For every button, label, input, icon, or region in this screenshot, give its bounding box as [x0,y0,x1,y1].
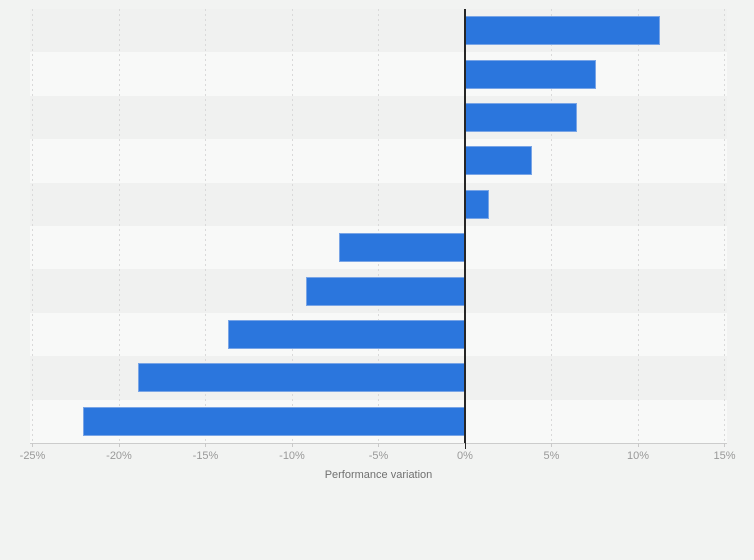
zero-axis-line [464,9,466,443]
axis-tick-mark [378,443,379,447]
axis-tick-mark [205,443,206,447]
bar[interactable] [305,276,465,306]
axis-tick-mark [464,443,466,449]
gridline [32,9,33,443]
x-tick-label: -25% [19,450,46,462]
bar[interactable] [465,103,578,132]
x-tick-label: 5% [543,450,560,462]
bar[interactable] [465,59,597,89]
x-axis-title: Performance variation [324,469,433,481]
bar[interactable] [338,233,465,263]
x-tick-label: 0% [457,450,473,462]
axis-tick-mark [32,443,33,447]
x-tick-label: 10% [626,450,650,462]
gridline [205,9,206,443]
bar[interactable] [465,146,533,176]
axis-tick-mark [291,443,293,447]
bar[interactable] [465,16,661,46]
x-tick-label: -5% [368,450,389,462]
bar[interactable] [82,406,465,436]
bar[interactable] [465,189,490,219]
x-tick-label: -10% [279,450,305,462]
gridline [378,9,379,443]
x-tick-label: 15% [713,450,736,462]
gridline [724,9,725,443]
gridline [291,9,293,443]
axis-tick-mark [724,443,725,447]
x-tick-label: -15% [192,450,219,462]
axis-tick-mark [118,443,120,447]
plot-area [30,9,727,449]
bar[interactable] [227,320,465,349]
gridline [637,9,639,443]
axis-tick-mark [637,443,639,447]
gridline [551,9,552,443]
x-tick-label: -20% [106,450,132,462]
gridline [118,9,120,443]
axis-tick-mark [551,443,552,447]
bar[interactable] [138,363,465,393]
